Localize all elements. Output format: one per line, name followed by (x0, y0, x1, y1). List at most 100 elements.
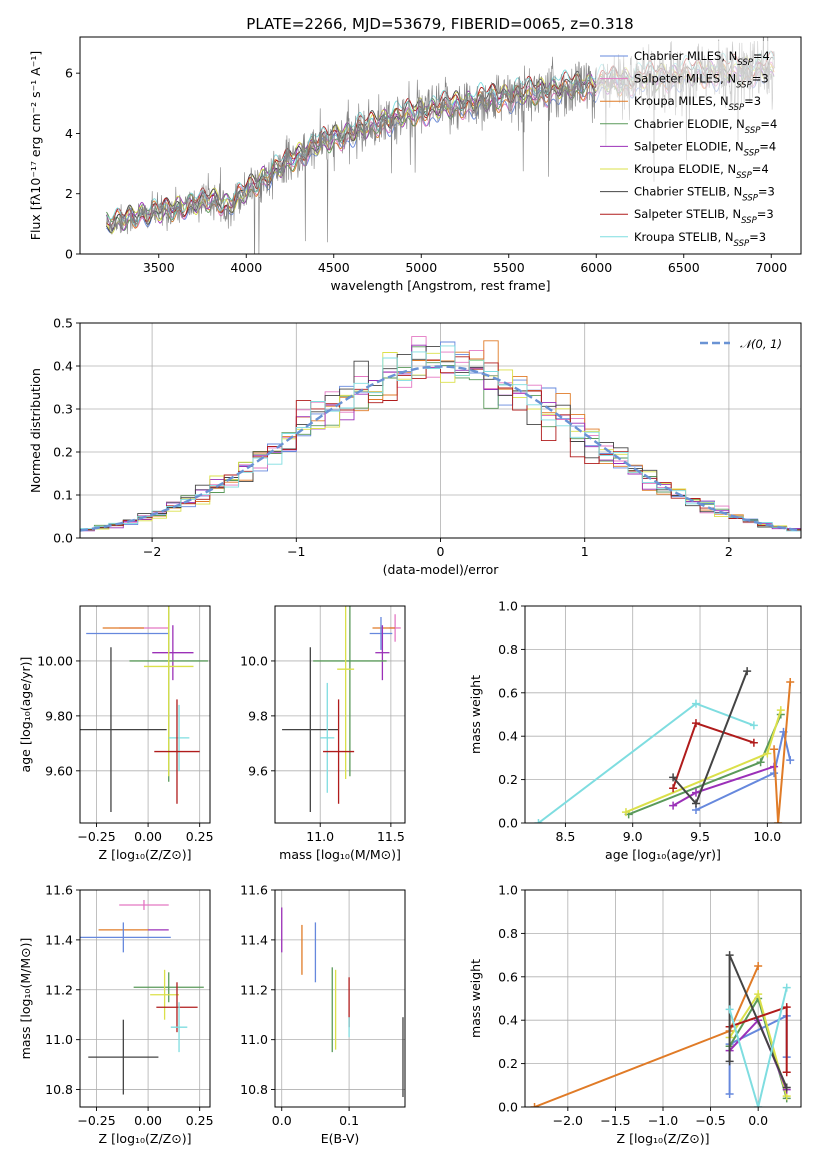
weight-series-line (537, 702, 755, 823)
errorbar-point (80, 922, 171, 953)
errorbar-point (369, 616, 393, 650)
weight-marker (691, 799, 700, 808)
weight-marker (743, 667, 752, 676)
legend-frame (596, 41, 798, 251)
x-tick-label: 4000 (230, 260, 262, 275)
panel-age_vs_mass: 11.0 11.5 9.6 9.8 10.0 mass [log₁₀(M/M⊙)] (240, 605, 406, 862)
weight-marker (786, 756, 795, 765)
plot-area-mass_vs_Z (80, 899, 204, 1095)
x-axis-label: E(B-V) (321, 1131, 360, 1146)
x-tick-label: 2 (725, 544, 733, 559)
errorbar-point (337, 606, 355, 780)
y-tick-label: 10.8 (45, 1082, 73, 1097)
legend-entry: Kroupa STELIB, NSSP=3 (634, 230, 766, 249)
y-axis-label: mass weight (468, 959, 483, 1038)
legend-entry: Chabrier STELIB, NSSP=3 (634, 185, 775, 204)
x-tick-label: −0.25 (77, 829, 115, 844)
x-tick-label: 0.0 (748, 1113, 768, 1128)
y-tick-label: 6 (65, 66, 73, 81)
x-axis-label: Z [log₁₀(Z/Z⊙)] (99, 1131, 192, 1146)
y-tick-label: 0.2 (498, 772, 518, 787)
plot-area-age_vs_mass (282, 606, 401, 813)
weight-marker (754, 1103, 763, 1107)
x-tick-label: 0 (437, 544, 445, 559)
legend-entry: Salpeter ELODIE, NSSP=4 (634, 139, 776, 158)
y-tick-label: 9.80 (45, 708, 73, 723)
y-tick-label: 11.4 (240, 932, 268, 947)
legend-entry: Salpeter STELIB, NSSP=3 (634, 207, 774, 226)
weight-series-line (728, 987, 788, 1107)
y-tick-label: 0.4 (498, 1013, 518, 1028)
axes-frame (79, 889, 211, 1108)
x-tick-label: 0.25 (186, 1113, 214, 1128)
panel-age_vs_Z: −0.25 0.00 0.25 9.60 9.80 10.00 Z [log₁₀(Z/Z⊙)… (18, 605, 214, 862)
weight-marker (669, 784, 678, 793)
weight-marker (754, 990, 763, 999)
y-tick-label: 0.3 (53, 402, 73, 417)
x-tick-label: −1.0 (648, 1113, 678, 1128)
y-tick-label: 11.6 (45, 883, 73, 898)
x-axis-label: Z [log₁₀(Z/Z⊙)] (99, 847, 192, 862)
y-tick-label: 10.0 (240, 653, 268, 668)
errorbar-point (88, 1019, 159, 1095)
errorbar-point (80, 647, 167, 813)
y-tick-label: 9.6 (248, 763, 268, 778)
errorbar-point (282, 647, 339, 813)
x-tick-label: −1 (287, 544, 305, 559)
errorbar-point (119, 899, 169, 910)
legend-entry: Kroupa ELODIE, NSSP=4 (634, 162, 769, 181)
y-tick-label: 9.60 (45, 763, 73, 778)
axes-frame (79, 605, 211, 824)
x-tick-label: −2 (143, 544, 161, 559)
plot-area-weight_vs_age (534, 667, 795, 823)
x-tick-label: −2.0 (553, 1113, 583, 1128)
x-tick-label: 7000 (755, 260, 787, 275)
y-tick-label: 0.0 (498, 1100, 518, 1115)
errorbar-point (133, 972, 204, 1003)
weight-marker (776, 706, 785, 715)
y-axis-label: Normed distribution (28, 368, 43, 493)
y-tick-label: 1.0 (498, 883, 518, 898)
errorbar-point (375, 625, 390, 681)
y-axis-label: mass [log₁₀(M/M⊙)] (18, 938, 33, 1060)
legend-entry: 𝒩(0, 1) (740, 337, 782, 351)
x-tick-label: −0.25 (77, 1113, 115, 1128)
y-tick-label: 0.8 (498, 926, 518, 941)
y-tick-label: 2 (65, 186, 73, 201)
y-tick-label: 0 (65, 247, 73, 262)
weight-series-line (695, 731, 792, 811)
panel-residuals: −2 −1 0 1 2 0.0 0.1 0.2 0.3 0.4 0.5 (data-model)/er… (28, 316, 802, 577)
weight-marker (669, 773, 678, 782)
errorbar-point (143, 606, 194, 777)
panel-mass_vs_EBV: 0.0 0.1 10.8 11.0 11.2 11.4 11.6 E(B-V) (240, 883, 406, 1146)
errorbar-point (150, 969, 180, 1020)
y-tick-label: 0.0 (498, 816, 518, 831)
x-tick-label: 1 (581, 544, 589, 559)
legend-entry: Salpeter MILES, NSSP=3 (634, 72, 769, 91)
y-tick-label: 0.4 (53, 359, 73, 374)
y-tick-label: 0.4 (498, 729, 518, 744)
y-tick-label: 11.4 (45, 932, 73, 947)
y-tick-label: 11.0 (45, 1032, 73, 1047)
weight-marker (754, 961, 763, 970)
plot-area-mass_vs_EBV (281, 907, 404, 1098)
errorbar-point (170, 1002, 188, 1053)
x-tick-label: −1.5 (600, 1113, 630, 1128)
errorbar-point (154, 699, 200, 804)
axes-frame (274, 605, 406, 824)
y-tick-label: 10.00 (37, 653, 73, 668)
weight-marker (530, 1103, 539, 1107)
legend-entry: Chabrier ELODIE, NSSP=4 (634, 117, 777, 136)
y-tick-label: 0.6 (498, 685, 518, 700)
weight-marker (763, 749, 772, 758)
panel-spectrum: 3500 4000 4500 5000 5500 6000 6500 7000 0 2 4 6 wave… (28, 36, 802, 293)
y-tick-label: 11.2 (240, 982, 268, 997)
legend-entry: Chabrier MILES, NSSP=4 (634, 49, 770, 68)
weight-marker (786, 677, 795, 686)
gaussian-reference-curve (80, 365, 799, 532)
x-tick-label: −0.5 (695, 1113, 725, 1128)
y-tick-label: 0.1 (53, 488, 73, 503)
plot-area-age_vs_Z (80, 606, 208, 813)
y-tick-label: 0.5 (53, 316, 73, 331)
x-axis-label: wavelength [Angstrom, rest frame] (330, 278, 550, 293)
